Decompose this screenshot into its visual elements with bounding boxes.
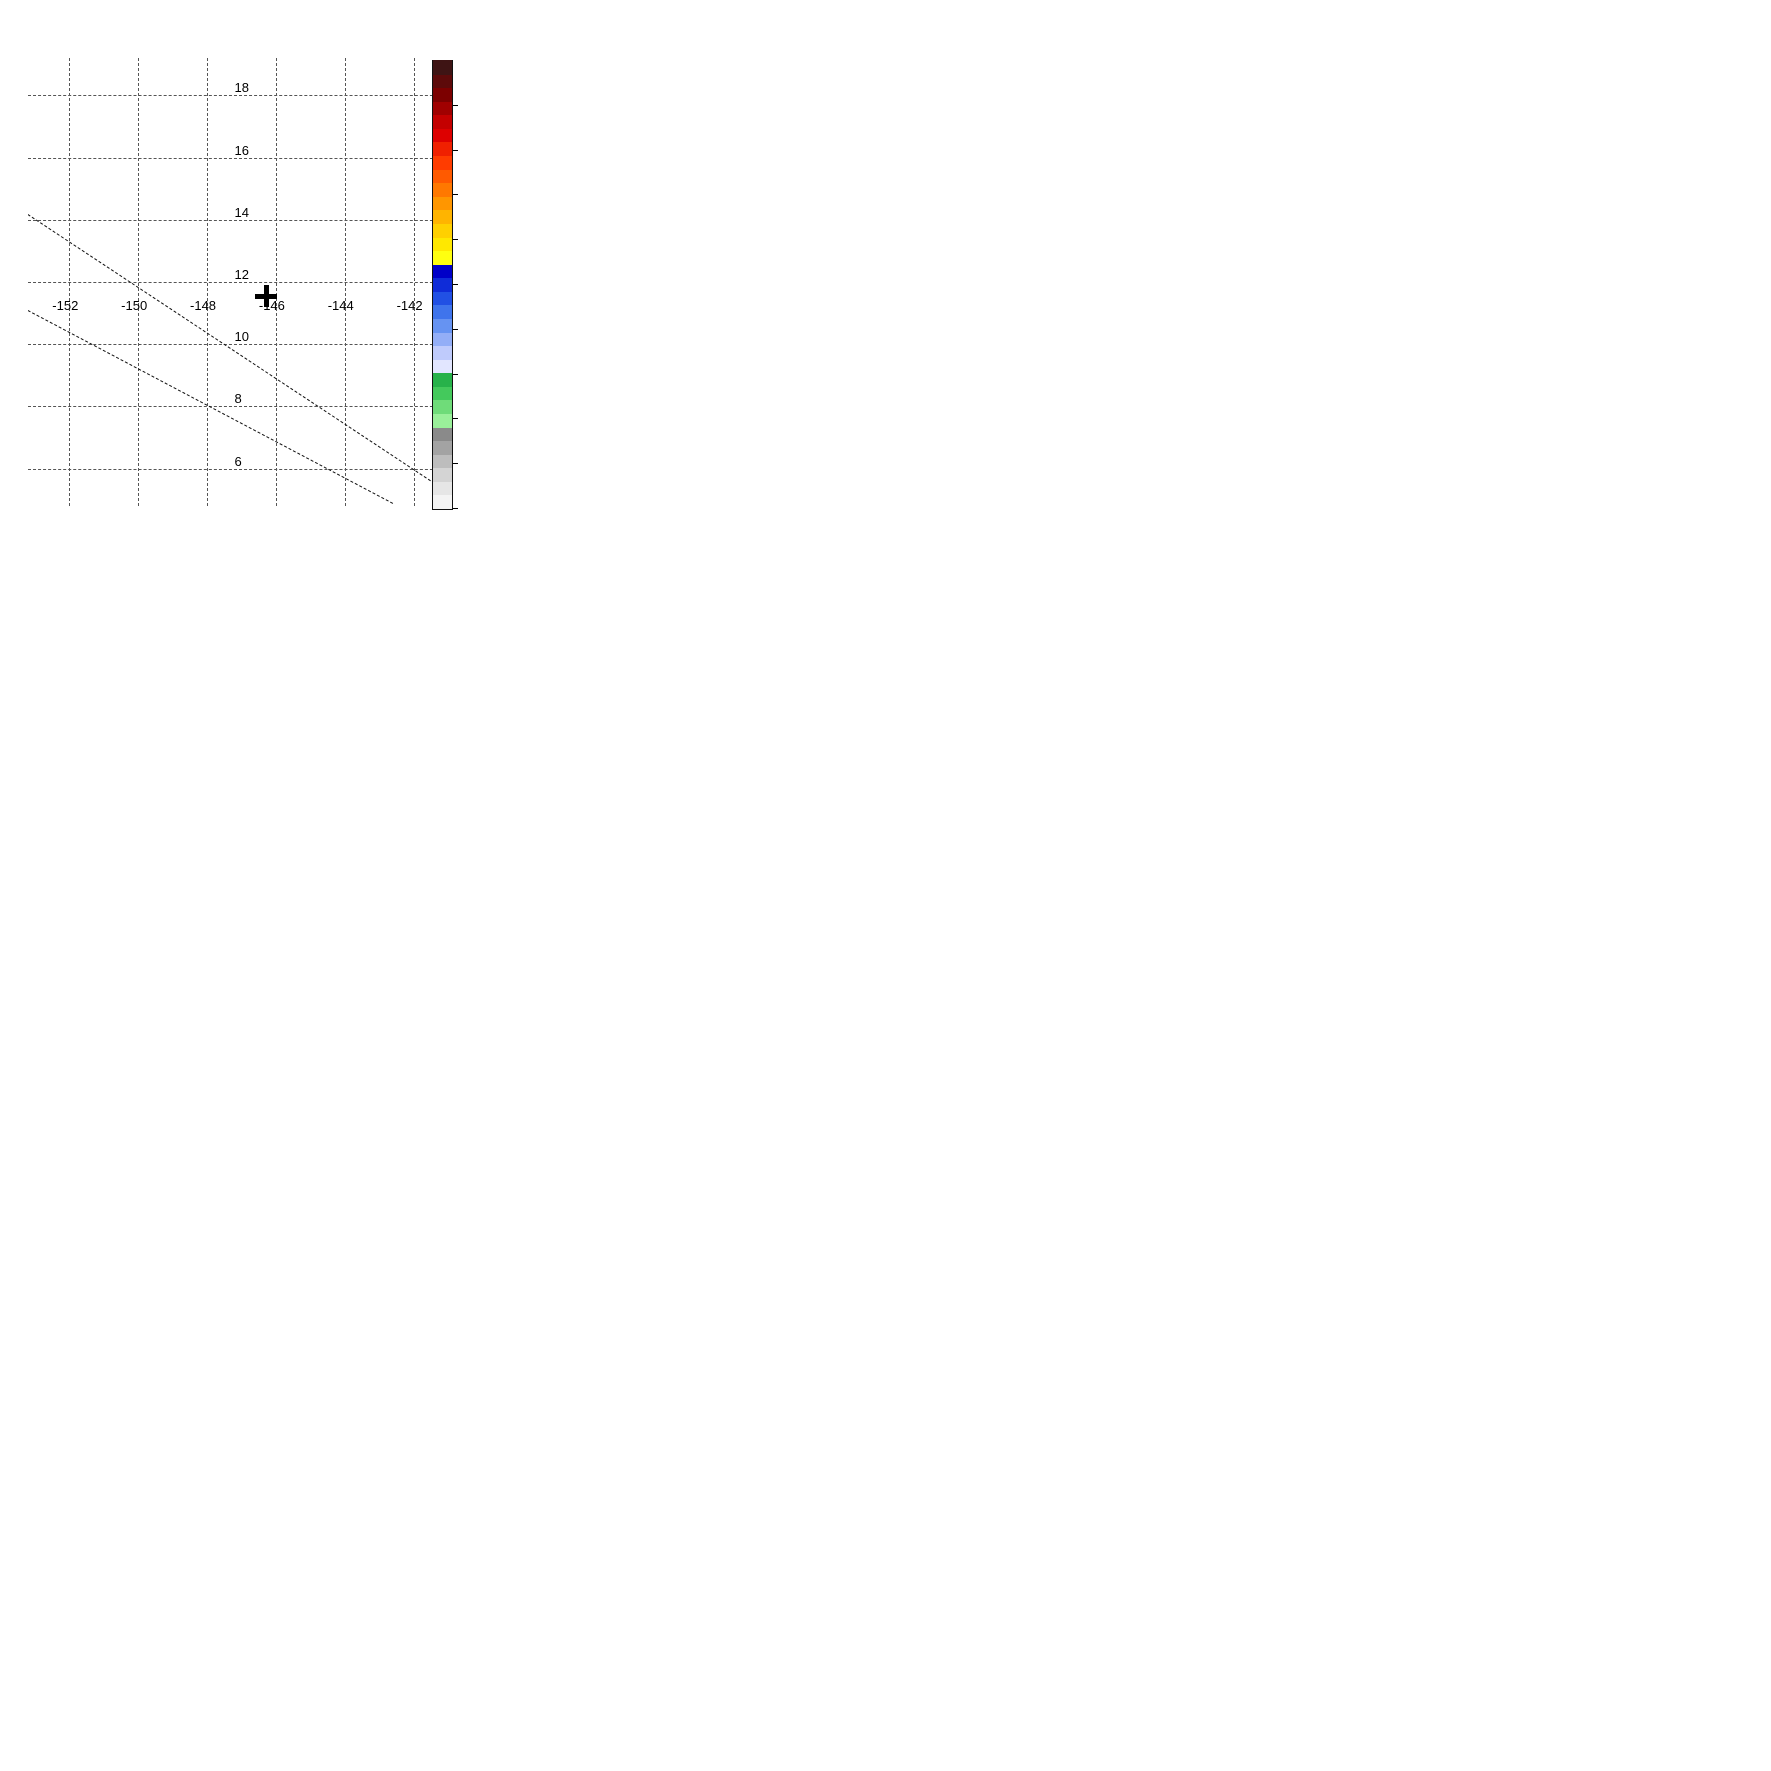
lon-tick-label--148-a: -148	[190, 297, 217, 313]
colorbar-segment-8-a	[433, 386, 452, 401]
colorbar-segment-21-a	[433, 209, 452, 224]
lon-tick-label--152-a: -152	[52, 297, 79, 313]
lat-tick-label-10-a: 10	[234, 329, 250, 345]
colorbar-segment-22-a	[433, 196, 452, 211]
lat-tick-label-14-a: 14	[234, 204, 250, 220]
colorbar-segment-18-a	[433, 250, 452, 265]
lat-tick-label-12-a: 12	[234, 267, 250, 282]
colorbar-segment-28-a	[433, 114, 452, 129]
colorbar-segment-13-a	[433, 318, 452, 333]
colorbar-segment-2-a	[433, 467, 452, 482]
colorbar-segment-3-a	[433, 454, 452, 469]
colorbar-segment-26-a	[433, 141, 452, 157]
colorbar-segment-9-a	[433, 372, 452, 387]
colorbar-segment-24-a	[433, 169, 452, 184]
colorbar-segment-1-a	[433, 481, 452, 496]
colorbar-segment-7-a	[433, 399, 452, 414]
storm-center-marker-a	[254, 285, 277, 307]
colorbar-a	[432, 60, 453, 510]
lon-tick-label--144-a: -144	[327, 297, 354, 313]
colorbar-segment-6-a	[433, 413, 452, 428]
gridline-lat-12	[28, 282, 448, 283]
lat-tick-label-6-a: 6	[234, 453, 242, 469]
gridline-lat-16	[28, 157, 448, 159]
gridline-lat-6	[28, 468, 448, 470]
lon-tick-label--142-a: -142	[396, 297, 423, 313]
lat-tick-label-8-a: 8	[234, 391, 242, 407]
gridline-lat-18	[28, 95, 448, 97]
colorbar-segment-5-a	[433, 427, 452, 442]
colorbar-segment-4-a	[433, 440, 452, 455]
colorbar-segment-14-a	[433, 304, 452, 319]
colorbar-segment-0-a	[433, 494, 452, 509]
colorbar-segment-19-a	[433, 236, 452, 252]
colorbar-segment-29-a	[433, 101, 452, 116]
colorbar-segment-23-a	[433, 182, 452, 197]
colorbar-segment-20-a	[433, 223, 452, 238]
colorbar-segment-12-a	[433, 331, 452, 347]
colorbar-segment-15-a	[433, 291, 452, 306]
colorbar-segment-32-a	[433, 60, 452, 75]
colorbar-segment-16-a	[433, 277, 452, 292]
gridline-lat-10	[28, 344, 448, 346]
gridline-lat-14	[28, 219, 448, 221]
lat-tick-label-16-a: 16	[234, 142, 250, 158]
colorbar-segment-27-a	[433, 128, 452, 143]
plot-area-a[interactable]: -152 -150 -148 -146 -144 -142 18 16 14 12 10 8 6	[28, 58, 448, 506]
colorbar-segment-11-a	[433, 345, 452, 360]
colorbar-segment-31-a	[433, 74, 452, 89]
lon-tick-label--150-a: -150	[121, 297, 148, 313]
colorbar-segment-10-a	[433, 359, 452, 374]
colorbar-segment-30-a	[433, 87, 452, 102]
colorbar-segment-17-a	[433, 264, 452, 279]
lat-tick-label-18-a: 18	[234, 80, 250, 96]
panel-a: -152 -150 -148 -146 -144 -142 18 16 14 12 10 8 6	[28, 30, 568, 518]
colorbar-segment-25-a	[433, 155, 452, 170]
gridline-lat-8	[28, 406, 448, 408]
